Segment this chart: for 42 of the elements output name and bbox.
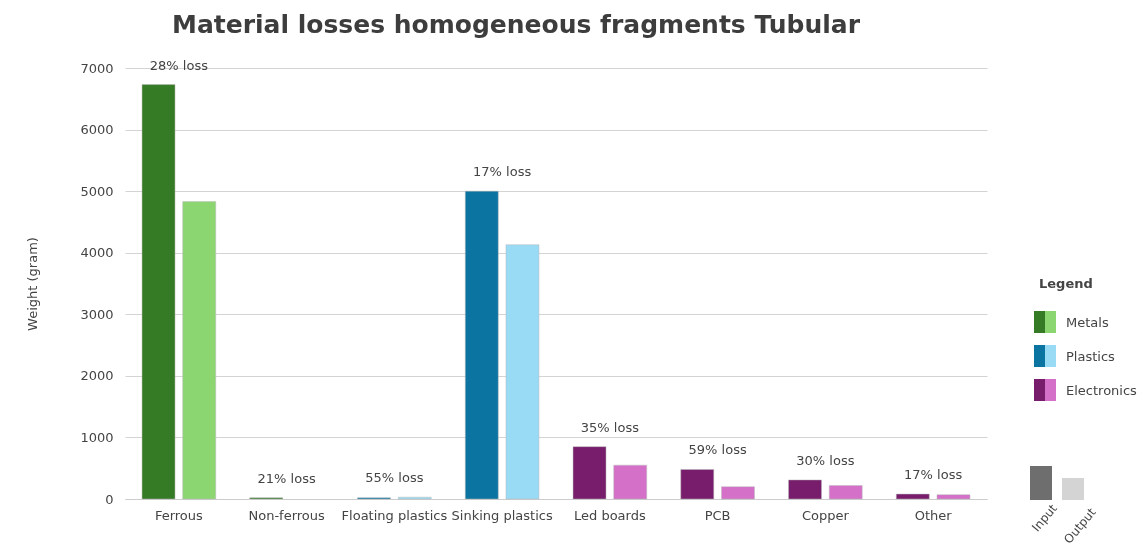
annotation: 28% loss: [149, 57, 209, 73]
x-tick-label: Sinking plastics: [451, 507, 553, 523]
y-tick-label: 7000: [80, 60, 114, 76]
bar: [680, 469, 715, 500]
bar: [182, 201, 216, 500]
bar: [572, 446, 607, 500]
bar: [828, 485, 863, 500]
x-tick-label: Copper: [801, 507, 850, 523]
annotation: 55% loss: [365, 470, 424, 486]
y-tick-label: 4000: [80, 245, 114, 261]
annotation: 30% loss: [796, 452, 855, 468]
bar: [896, 493, 930, 500]
annotation: 17% loss: [904, 467, 963, 483]
chart-title: Material losses homogeneous fragments Tubular: [172, 9, 861, 39]
x-tick-label: Ferrous: [154, 507, 204, 523]
bar: [721, 486, 755, 500]
y-tick-label: 1000: [80, 429, 114, 445]
x-tick-label: Other: [914, 507, 953, 523]
y-tick-label: 3000: [80, 306, 114, 322]
bar: [936, 494, 971, 500]
x-tick-label: Floating plastics: [341, 507, 448, 523]
annotation: 35% loss: [580, 419, 640, 435]
bar: [141, 84, 176, 500]
x-tick-label: Led boards: [574, 507, 646, 523]
bar: [613, 464, 647, 500]
x-tick-label: PCB: [704, 507, 731, 523]
annotation: 17% loss: [473, 164, 532, 180]
legend-title: Legend: [1039, 276, 1094, 291]
bar: [505, 244, 540, 500]
x-tick-label: Non-ferrous: [248, 507, 326, 523]
y-tick-label: 2000: [80, 368, 114, 384]
text: Metals: [1066, 314, 1109, 330]
text: Electronics: [1066, 382, 1137, 398]
bar: [788, 479, 822, 500]
y-tick-label: 5000: [80, 183, 114, 199]
annotation: 21% loss: [257, 470, 316, 486]
bar: [465, 190, 499, 500]
y-tick-label: 0: [105, 491, 114, 507]
annotation: 59% loss: [688, 442, 747, 458]
y-axis-title: Weight (gram): [25, 237, 41, 331]
text: Plastics: [1066, 348, 1115, 364]
y-tick-label: 6000: [80, 122, 114, 138]
